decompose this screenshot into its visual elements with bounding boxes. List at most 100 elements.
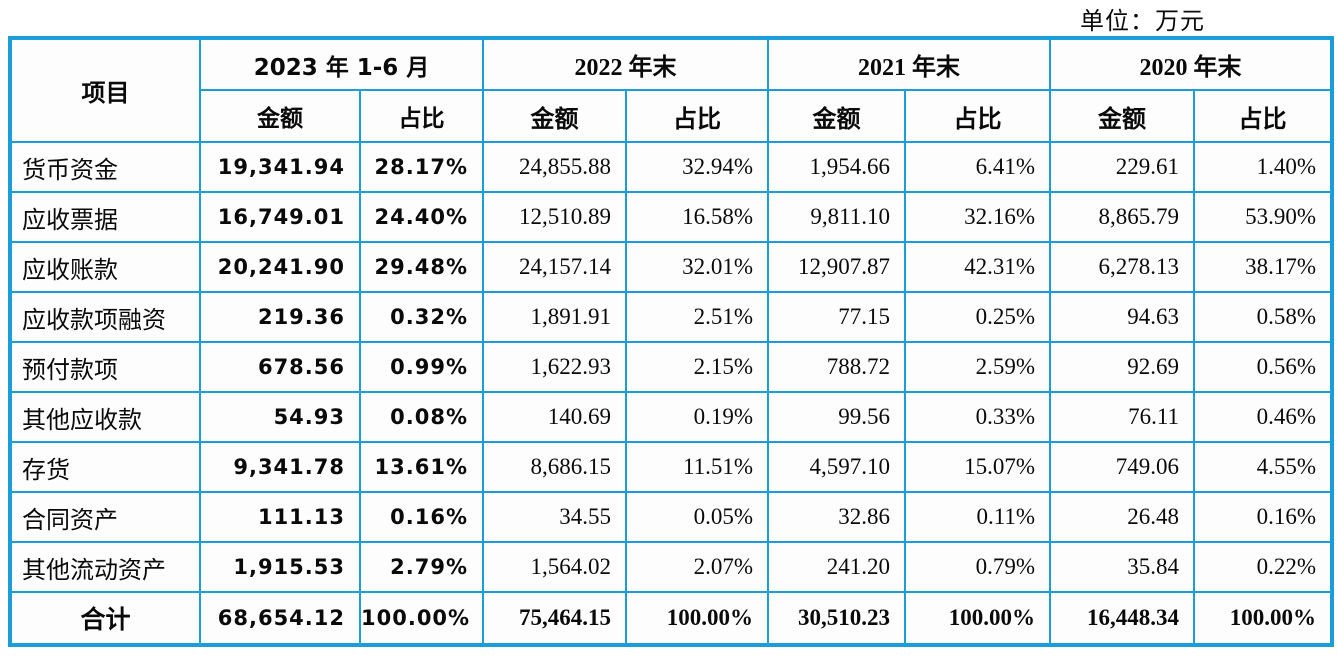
- ratio-cell: 2.59%: [904, 341, 1051, 393]
- row-label: 其他流动资产: [9, 541, 201, 593]
- header-ratio-2021: 占比: [904, 89, 1051, 143]
- ratio-cell: 6.41%: [904, 141, 1051, 193]
- ratio-cell: 2.07%: [625, 541, 769, 593]
- amount-cell: 8,686.15: [482, 441, 627, 493]
- amount-cell: 678.56: [199, 341, 361, 393]
- ratio-cell: 11.51%: [625, 441, 769, 493]
- amount-cell: 8,865.79: [1049, 191, 1195, 243]
- row-label: 应收账款: [9, 241, 201, 293]
- table-row: 货币资金 19,341.94 28.17% 24,855.88 32.94% 1…: [9, 141, 1333, 193]
- table-row: 合同资产 111.13 0.16% 34.55 0.05% 32.86 0.11…: [9, 491, 1333, 543]
- amount-cell: 1,564.02: [482, 541, 627, 593]
- ratio-cell: 42.31%: [904, 241, 1051, 293]
- amount-cell: 111.13: [199, 491, 361, 543]
- amount-cell: 54.93: [199, 391, 361, 443]
- ratio-cell: 0.33%: [904, 391, 1051, 443]
- ratio-cell: 0.79%: [904, 541, 1051, 593]
- header-item: 项目: [9, 37, 201, 143]
- amount-cell: 749.06: [1049, 441, 1195, 493]
- ratio-cell: 0.16%: [1193, 491, 1333, 543]
- ratio-cell: 0.56%: [1193, 341, 1333, 393]
- ratio-cell: 2.79%: [359, 541, 484, 593]
- current-assets-table: 项目 2023 年 1-6 月 2022 年末 2021 年末 2020 年末 …: [8, 36, 1334, 647]
- header-period-2021: 2021 年末: [767, 37, 1051, 91]
- header-amount-2023: 金额: [199, 89, 361, 143]
- amount-cell: 9,341.78: [199, 441, 361, 493]
- ratio-cell: 100.00%: [1193, 591, 1333, 646]
- table-row: 应收账款 20,241.90 29.48% 24,157.14 32.01% 1…: [9, 241, 1333, 293]
- ratio-cell: 15.07%: [904, 441, 1051, 493]
- ratio-cell: 29.48%: [359, 241, 484, 293]
- header-period-2023h1: 2023 年 1-6 月: [199, 37, 484, 91]
- ratio-cell: 0.16%: [359, 491, 484, 543]
- row-label: 存货: [9, 441, 201, 493]
- amount-cell: 16,448.34: [1049, 591, 1195, 646]
- ratio-cell: 53.90%: [1193, 191, 1333, 243]
- amount-cell: 99.56: [767, 391, 906, 443]
- amount-cell: 4,597.10: [767, 441, 906, 493]
- total-label: 合计: [9, 591, 201, 646]
- table-row: 存货 9,341.78 13.61% 8,686.15 11.51% 4,597…: [9, 441, 1333, 493]
- ratio-cell: 0.22%: [1193, 541, 1333, 593]
- ratio-cell: 0.46%: [1193, 391, 1333, 443]
- ratio-cell: 0.19%: [625, 391, 769, 443]
- header-amount-2022: 金额: [482, 89, 627, 143]
- ratio-cell: 0.25%: [904, 291, 1051, 343]
- amount-cell: 20,241.90: [199, 241, 361, 293]
- ratio-cell: 0.05%: [625, 491, 769, 543]
- amount-cell: 229.61: [1049, 141, 1195, 193]
- amount-cell: 16,749.01: [199, 191, 361, 243]
- ratio-cell: 0.58%: [1193, 291, 1333, 343]
- ratio-cell: 2.15%: [625, 341, 769, 393]
- amount-cell: 32.86: [767, 491, 906, 543]
- table-row: 应收款项融资 219.36 0.32% 1,891.91 2.51% 77.15…: [9, 291, 1333, 343]
- header-amount-2020: 金额: [1049, 89, 1195, 143]
- row-label: 预付款项: [9, 341, 201, 393]
- header-period-2020: 2020 年末: [1049, 37, 1333, 91]
- ratio-cell: 32.01%: [625, 241, 769, 293]
- amount-cell: 24,855.88: [482, 141, 627, 193]
- amount-cell: 219.36: [199, 291, 361, 343]
- ratio-cell: 100.00%: [359, 591, 484, 646]
- amount-cell: 19,341.94: [199, 141, 361, 193]
- amount-cell: 68,654.12: [199, 591, 361, 646]
- row-label: 合同资产: [9, 491, 201, 543]
- amount-cell: 1,622.93: [482, 341, 627, 393]
- header-amount-2021: 金额: [767, 89, 906, 143]
- ratio-cell: 16.58%: [625, 191, 769, 243]
- amount-cell: 6,278.13: [1049, 241, 1195, 293]
- amount-cell: 12,510.89: [482, 191, 627, 243]
- amount-cell: 75,464.15: [482, 591, 627, 646]
- unit-label: 单位：万元: [1080, 8, 1205, 35]
- ratio-cell: 2.51%: [625, 291, 769, 343]
- table-row: 其他流动资产 1,915.53 2.79% 1,564.02 2.07% 241…: [9, 541, 1333, 593]
- ratio-cell: 13.61%: [359, 441, 484, 493]
- amount-cell: 76.11: [1049, 391, 1195, 443]
- ratio-cell: 100.00%: [625, 591, 769, 646]
- amount-cell: 1,915.53: [199, 541, 361, 593]
- ratio-cell: 0.32%: [359, 291, 484, 343]
- ratio-cell: 1.40%: [1193, 141, 1333, 193]
- amount-cell: 788.72: [767, 341, 906, 393]
- amount-cell: 140.69: [482, 391, 627, 443]
- amount-cell: 1,891.91: [482, 291, 627, 343]
- ratio-cell: 32.94%: [625, 141, 769, 193]
- table-row: 其他应收款 54.93 0.08% 140.69 0.19% 99.56 0.3…: [9, 391, 1333, 443]
- ratio-cell: 0.08%: [359, 391, 484, 443]
- table-row: 预付款项 678.56 0.99% 1,622.93 2.15% 788.72 …: [9, 341, 1333, 393]
- row-label: 其他应收款: [9, 391, 201, 443]
- amount-cell: 12,907.87: [767, 241, 906, 293]
- amount-cell: 92.69: [1049, 341, 1195, 393]
- header-ratio-2022: 占比: [625, 89, 769, 143]
- amount-cell: 241.20: [767, 541, 906, 593]
- amount-cell: 24,157.14: [482, 241, 627, 293]
- ratio-cell: 24.40%: [359, 191, 484, 243]
- table-row: 应收票据 16,749.01 24.40% 12,510.89 16.58% 9…: [9, 191, 1333, 243]
- total-row: 合计 68,654.12 100.00% 75,464.15 100.00% 3…: [9, 591, 1333, 646]
- amount-cell: 30,510.23: [767, 591, 906, 646]
- amount-cell: 1,954.66: [767, 141, 906, 193]
- amount-cell: 26.48: [1049, 491, 1195, 543]
- header-period-2022: 2022 年末: [482, 37, 769, 91]
- header-row-periods: 项目 2023 年 1-6 月 2022 年末 2021 年末 2020 年末: [9, 37, 1333, 143]
- amount-cell: 77.15: [767, 291, 906, 343]
